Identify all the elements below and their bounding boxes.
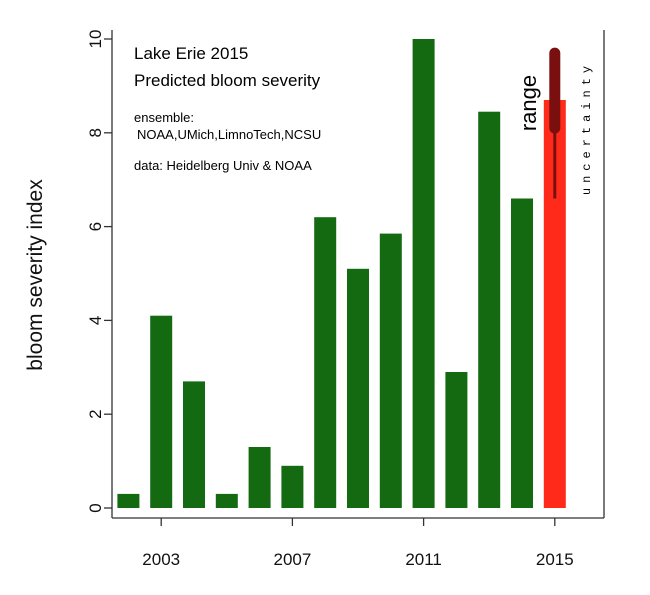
- chart-title: Lake Erie 2015: [134, 44, 248, 63]
- predicted-bar-2015: [543, 100, 566, 508]
- bar-2003: [150, 315, 173, 508]
- y-axis-group: 0 2 4 6 8 10: [86, 30, 112, 513]
- x-axis-group: 2003 2007 2011 2015: [142, 518, 574, 569]
- bar-2011: [412, 39, 435, 508]
- y-tick-label-6: 6: [86, 222, 105, 231]
- bar-2014: [511, 198, 533, 508]
- bar-2012: [445, 372, 468, 508]
- uncertainty-label: uncertainty: [580, 61, 594, 195]
- bar-2007: [281, 465, 304, 508]
- ensemble-label: ensemble:: [134, 110, 194, 125]
- bar-2013: [478, 111, 501, 508]
- x-tick-label-2011: 2011: [405, 550, 442, 569]
- y-tick-label-10: 10: [86, 30, 105, 49]
- chart-subtitle: Predicted bloom severity: [134, 71, 321, 90]
- x-tick-label-2015: 2015: [536, 550, 574, 569]
- bar-2005: [215, 493, 238, 508]
- bar-2004: [183, 381, 205, 508]
- range-label: range: [516, 75, 541, 131]
- x-tick-label-2003: 2003: [142, 550, 180, 569]
- data-source-label: data: Heidelberg Univ & NOAA: [134, 158, 312, 173]
- y-axis-title: bloom severity index: [24, 179, 47, 371]
- y-tick-label-0: 0: [86, 503, 105, 512]
- bar-2009: [347, 268, 369, 508]
- ensemble-members: NOAA,UMich,LimnoTech,NCSU: [137, 127, 321, 142]
- x-tick-label-2007: 2007: [273, 550, 311, 569]
- bar-2010: [379, 233, 402, 508]
- bar-2006: [248, 447, 271, 508]
- y-tick-label-2: 2: [86, 409, 105, 418]
- y-tick-label-8: 8: [86, 128, 105, 137]
- y-tick-label-4: 4: [86, 316, 105, 325]
- bars-group: [117, 39, 566, 508]
- bar-2008: [314, 217, 337, 508]
- bar-2002: [117, 493, 140, 508]
